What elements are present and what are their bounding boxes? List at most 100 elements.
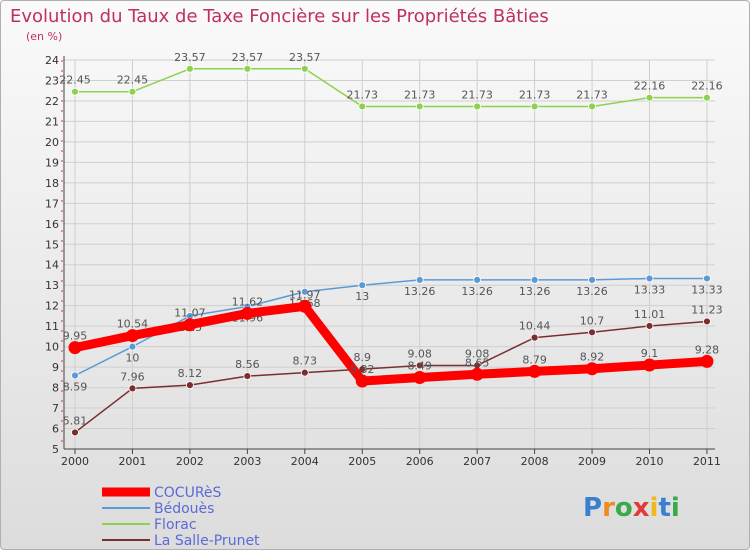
data-label: 8.79 (522, 353, 547, 366)
y-tick-label: 19 (45, 156, 59, 169)
series-line (74, 277, 708, 377)
data-label: 11.07 (174, 307, 206, 320)
y-tick-label: 23 (45, 74, 59, 87)
x-tick-label: 2000 (61, 455, 89, 468)
data-point (128, 342, 137, 351)
data-label: 21.73 (461, 88, 493, 101)
data-point (530, 102, 539, 111)
x-tick-label: 2003 (233, 455, 261, 468)
data-label: 9.28 (695, 343, 720, 356)
data-label: 9.95 (63, 330, 88, 343)
y-tick-label: 8 (52, 382, 59, 395)
data-point (415, 275, 424, 284)
data-point (645, 274, 654, 283)
axes: 5 6 7 8 9 10 11 12 13 14 15 16 17 18 19 20 21 22 23 24 2000 2… (45, 54, 721, 468)
data-point (240, 306, 254, 320)
legend-label: La Salle-Prunet (154, 533, 260, 549)
data-point (473, 102, 482, 111)
y-tick-label: 10 (45, 341, 59, 354)
data-label: 8.12 (178, 367, 203, 380)
data-point (473, 275, 482, 284)
series-line (70, 301, 712, 386)
data-point (185, 381, 194, 390)
data-point (71, 428, 79, 437)
y-tick-label: 22 (45, 95, 59, 108)
data-label: 13.26 (519, 285, 551, 298)
data-point (358, 102, 367, 111)
data-point (703, 93, 711, 102)
data-point (645, 93, 654, 102)
y-tick-label: 5 (52, 443, 59, 456)
data-label: 11.23 (691, 303, 723, 316)
y-tick-label: 20 (45, 136, 59, 149)
data-label: 22.16 (691, 80, 723, 93)
x-tick-label: 2007 (463, 455, 491, 468)
y-tick-label: 24 (45, 54, 59, 67)
x-tick-label: 2002 (176, 455, 204, 468)
data-label: 10.44 (519, 320, 551, 333)
data-point (528, 364, 542, 378)
data-label: 10 (125, 352, 139, 365)
data-label: 13.33 (691, 283, 723, 296)
data-point (68, 341, 82, 355)
legend-label: Bédouès (154, 501, 214, 517)
x-tick-label: 2008 (521, 455, 549, 468)
data-point (183, 318, 197, 332)
data-label: 13.26 (576, 285, 608, 298)
data-label: 7.96 (120, 370, 145, 383)
data-point (700, 354, 714, 368)
data-point (300, 368, 309, 377)
legend-label: COCURèS (154, 485, 222, 501)
chart-subtitle: (en %) (26, 30, 62, 43)
y-tick-label: 15 (45, 238, 59, 251)
y-tick-label: 14 (45, 259, 59, 272)
data-label: 21.73 (347, 88, 379, 101)
data-point (415, 102, 424, 111)
data-label: 11.97 (289, 288, 321, 301)
data-label: 23.57 (232, 51, 264, 64)
data-point (413, 371, 427, 385)
x-tick-label: 2009 (578, 455, 606, 468)
y-tick-label: 6 (52, 423, 59, 436)
data-label: 21.73 (576, 88, 608, 101)
series-cocur-s: 9.95 10.54 11.07 11.62 11.97 8.32 8.49 8.65 8.79… (63, 288, 720, 388)
data-point (588, 102, 596, 111)
data-label: 11.01 (634, 308, 666, 321)
data-point (530, 275, 539, 284)
data-label: 13.33 (634, 283, 666, 296)
data-point (125, 329, 139, 343)
series-line (74, 320, 708, 434)
data-point (128, 87, 137, 96)
data-label: 23.57 (289, 51, 321, 64)
data-label: 8.73 (293, 355, 318, 368)
data-label: 8.65 (465, 356, 490, 369)
data-label: 8.92 (580, 351, 605, 364)
data-label: 21.73 (519, 88, 551, 101)
data-point (585, 362, 599, 376)
data-label: 9.08 (407, 347, 432, 360)
data-point (645, 322, 654, 330)
data-label: 22.45 (117, 74, 149, 87)
y-tick-label: 11 (45, 320, 59, 333)
series-la-salle-prunet: 5.81 7.96 8.12 8.56 8.73 8.9 9.08 9.08 10.44 10.7… (63, 303, 723, 437)
series-layer: 22.45 22.45 23.57 23.57 23.57 21.73 21.73 21.73… (59, 51, 723, 437)
data-point (588, 328, 596, 337)
y-tick-label: 13 (45, 279, 59, 292)
data-label: 10.7 (580, 314, 605, 327)
y-tick-label: 12 (45, 300, 59, 313)
x-tick-label: 2010 (636, 455, 664, 468)
data-label: 5.81 (63, 414, 88, 427)
data-point (300, 64, 309, 73)
data-point (415, 361, 424, 370)
data-point (703, 317, 711, 326)
y-tick-label: 21 (45, 115, 59, 128)
data-label: 11.62 (232, 295, 264, 308)
grid (64, 59, 715, 450)
data-label: 21.73 (404, 88, 436, 101)
data-point (243, 64, 252, 73)
data-point (470, 367, 484, 381)
data-label: 13.26 (404, 285, 436, 298)
data-label: 9.1 (641, 347, 659, 360)
data-point (355, 374, 369, 388)
